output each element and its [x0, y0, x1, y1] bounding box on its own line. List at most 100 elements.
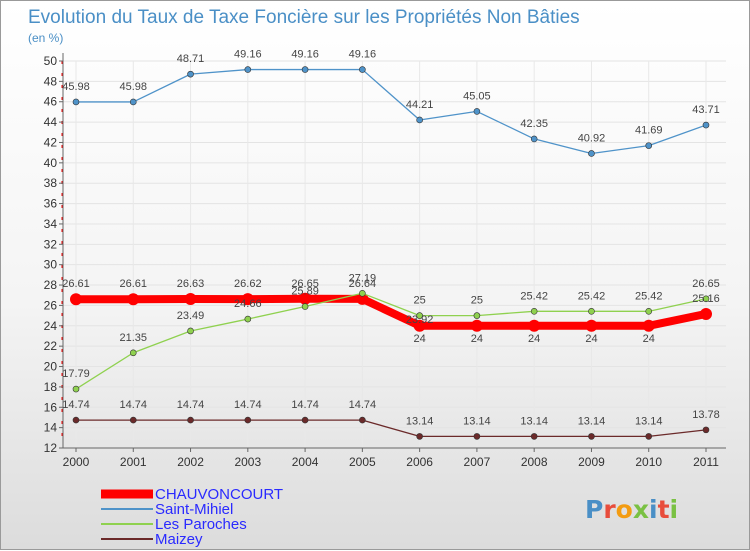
data-label: 13.14 — [578, 415, 606, 427]
data-point — [530, 135, 538, 143]
data-label: 42.35 — [520, 118, 548, 130]
x-tick-label: 2009 — [578, 455, 605, 469]
data-point — [473, 433, 481, 440]
data-point — [645, 142, 653, 149]
data-label: 14.74 — [177, 399, 205, 411]
data-point — [642, 319, 655, 332]
data-point — [530, 308, 538, 315]
data-point — [244, 66, 252, 73]
data-label: 23.49 — [177, 310, 205, 322]
data-label: 26.62 — [234, 278, 262, 290]
y-tick-label: 16 — [44, 400, 58, 414]
series-line-maizey — [75, 419, 707, 438]
data-point — [72, 416, 80, 424]
data-point — [301, 303, 309, 310]
grid — [63, 60, 726, 449]
x-tick-label: 2003 — [234, 455, 261, 469]
y-tick-label: 30 — [44, 258, 58, 272]
data-label: 24 — [471, 333, 483, 345]
data-point — [127, 293, 140, 306]
data-label: 13.14 — [635, 415, 663, 427]
data-point — [359, 290, 366, 297]
legend-label: Saint-Mihiel — [155, 501, 233, 518]
data-label: 48.71 — [177, 53, 205, 65]
data-label: 14.74 — [349, 399, 377, 411]
data-label: 41.69 — [635, 125, 663, 137]
data-label: 26.61 — [62, 278, 90, 290]
data-label: 13.14 — [463, 415, 491, 427]
data-point — [416, 312, 423, 319]
data-point — [588, 150, 595, 157]
series-layer — [70, 66, 712, 440]
data-label: 14.74 — [62, 399, 90, 411]
y-tick-label: 40 — [44, 156, 58, 170]
data-point — [702, 426, 710, 434]
data-point — [301, 66, 309, 73]
y-tick-label: 22 — [44, 339, 58, 353]
data-point — [470, 319, 483, 332]
data-label: 40.92 — [578, 132, 606, 144]
data-label: 25.89 — [291, 286, 319, 298]
legend-label: Les Paroches — [155, 516, 247, 533]
data-labels: 26.61 26.61 26.63 26.62 26.65 26.64 24 24 24 24 24… — [62, 49, 720, 428]
data-label: 26.65 — [692, 278, 720, 290]
data-label: 14.74 — [291, 399, 319, 411]
y-tick-label: 12 — [44, 441, 58, 455]
data-label: 25.16 — [692, 293, 720, 305]
legend-label: CHAUVONCOURT — [155, 486, 283, 503]
data-label: 24.66 — [234, 298, 262, 310]
data-label: 43.71 — [692, 104, 720, 116]
data-point — [187, 70, 194, 78]
data-label: 25.42 — [635, 290, 663, 302]
data-point — [359, 416, 366, 424]
data-label: 49.16 — [349, 49, 377, 61]
data-point — [129, 349, 137, 357]
data-label: 27.19 — [349, 272, 377, 284]
data-label: 25 — [414, 295, 426, 307]
data-label: 17.79 — [62, 368, 90, 380]
data-point — [356, 292, 369, 305]
data-point — [473, 108, 481, 115]
data-label: 13.78 — [692, 409, 720, 421]
data-point — [413, 319, 426, 332]
y-tick-label: 44 — [44, 115, 58, 129]
data-point — [528, 319, 541, 332]
data-label: 14.74 — [120, 399, 148, 411]
y-tick-label: 28 — [44, 278, 58, 292]
data-label: 25 — [471, 295, 483, 307]
data-point — [129, 416, 137, 424]
x-tick-label: 2001 — [120, 455, 147, 469]
data-point — [645, 308, 653, 315]
data-point — [473, 312, 481, 319]
y-tick-label: 26 — [44, 298, 58, 312]
data-label: 21.35 — [120, 332, 148, 344]
proxiti-logo: Proxiti — [585, 495, 678, 524]
y-tick-label: 24 — [44, 319, 58, 333]
data-label: 49.16 — [234, 49, 262, 61]
data-point — [129, 98, 137, 106]
y-tick-label: 14 — [44, 421, 58, 435]
y-tick-label: 42 — [44, 135, 58, 149]
chart-title: Evolution du Taux de Taxe Foncière sur l… — [28, 7, 580, 28]
chart-subtitle: (en %) — [28, 31, 63, 45]
data-point — [299, 292, 312, 305]
data-label: 13.14 — [520, 415, 548, 427]
data-label: 24 — [528, 333, 540, 345]
logo-text: Proxiti — [585, 495, 678, 524]
y-tick-label: 36 — [44, 197, 58, 211]
y-axis-ticks: 12 14 16 18 20 22 24 26 28 30 32 34 36 38 40 42 44 46 48 50 — [44, 54, 63, 455]
data-label: 25.42 — [520, 290, 548, 302]
data-label: 26.63 — [177, 278, 205, 290]
data-label: 24 — [414, 333, 426, 345]
data-point — [588, 433, 595, 440]
data-point — [184, 293, 197, 306]
data-label: 26.64 — [349, 278, 377, 290]
data-label: 13.14 — [406, 415, 434, 427]
data-point — [72, 98, 80, 106]
legend-label: Maizey — [155, 531, 203, 548]
data-label: 24 — [643, 333, 655, 345]
y-tick-label: 34 — [44, 217, 58, 231]
data-point — [702, 295, 710, 303]
data-label: 26.65 — [291, 278, 319, 290]
